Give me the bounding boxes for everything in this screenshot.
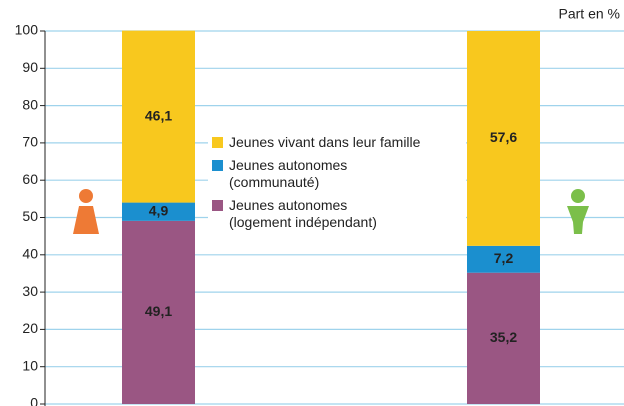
legend-label: Jeunes autonomes (logement indépendant) — [229, 197, 377, 230]
legend: Jeunes vivant dans leur famille Jeunes au… — [208, 132, 466, 239]
bar-segment — [467, 245, 540, 273]
legend-label: Jeunes vivant dans leur famille — [229, 134, 421, 150]
legend-swatch — [212, 200, 223, 211]
bar-segment — [122, 220, 195, 404]
axis-unit: Part en % — [559, 6, 620, 22]
bar-segment — [122, 202, 195, 221]
bar-segment — [467, 31, 540, 246]
y-tick-label: 30 — [22, 283, 38, 299]
value-label: 35,2 — [490, 329, 517, 345]
male-icon — [567, 189, 589, 234]
legend-label: Jeunes autonomes (communauté) — [229, 157, 348, 190]
y-tick-label: 20 — [22, 320, 38, 336]
y-tick-label: 60 — [22, 171, 38, 187]
value-label: 46,1 — [145, 107, 172, 123]
y-tick-label: 70 — [22, 134, 38, 150]
y-tick-label: 80 — [22, 96, 38, 112]
female-icon — [73, 189, 99, 234]
y-tick-label: 0 — [30, 395, 38, 406]
legend-swatch — [212, 160, 223, 171]
legend-item: Jeunes autonomes (communauté) — [212, 157, 462, 191]
bars: 49,1 4,9 46,1 35,2 7,2 57,6 — [122, 30, 540, 404]
value-label: 4,9 — [149, 202, 169, 218]
legend-item: Jeunes autonomes (logement indépendant) — [212, 197, 462, 231]
legend-item: Jeunes vivant dans leur famille — [212, 134, 462, 151]
y-tick-label: 10 — [22, 357, 38, 373]
y-tick-label: 50 — [22, 208, 38, 224]
bar-segment — [122, 30, 195, 203]
y-tick-label: 100 — [15, 22, 39, 38]
value-label: 7,2 — [494, 250, 514, 266]
bar-segment — [467, 272, 540, 404]
y-tick-label: 90 — [22, 59, 38, 75]
y-tick-label: 40 — [22, 246, 38, 262]
value-label: 57,6 — [490, 129, 517, 145]
value-label: 49,1 — [145, 303, 172, 319]
legend-swatch — [212, 137, 223, 148]
